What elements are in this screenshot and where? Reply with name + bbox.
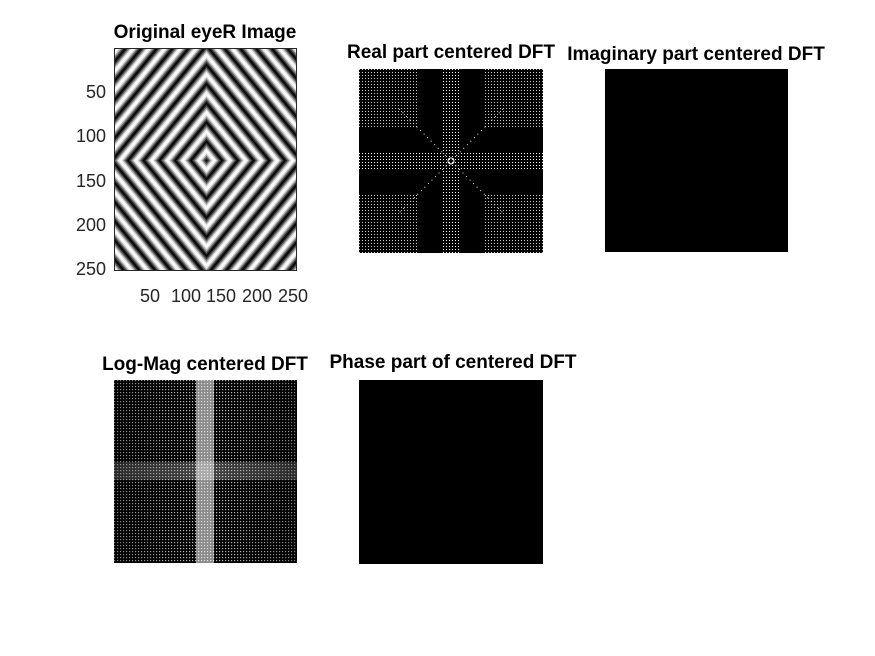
x-tick-100: 100 <box>170 286 202 306</box>
y-tick-50: 50 <box>85 82 106 102</box>
y-tick-100: 100 <box>75 126 106 146</box>
diamond-band <box>205 159 208 162</box>
x-tick-150: 150 <box>205 286 237 306</box>
y-tick-150: 150 <box>75 171 106 191</box>
imag-dft-image <box>605 69 788 252</box>
subplot-title-imag: Imaginary part centered DFT <box>567 44 825 65</box>
original-image-canvas <box>115 49 296 270</box>
y-tick-250: 250 <box>75 259 106 279</box>
subplot-title-original: Original eyeR Image <box>113 22 297 43</box>
subplot-title-logmag: Log-Mag centered DFT <box>102 354 308 375</box>
logmag-dft-image <box>114 380 297 563</box>
phase-dft-image <box>359 380 543 564</box>
y-tick-200: 200 <box>75 215 106 235</box>
x-tick-250: 250 <box>277 286 309 306</box>
subplot-title-phase: Phase part of centered DFT <box>329 352 577 373</box>
x-tick-200: 200 <box>241 286 273 306</box>
subplot-title-real: Real part centered DFT <box>347 42 555 63</box>
original-image-axes <box>114 48 297 271</box>
real-dft-image <box>359 69 543 253</box>
x-tick-50: 50 <box>139 286 161 306</box>
